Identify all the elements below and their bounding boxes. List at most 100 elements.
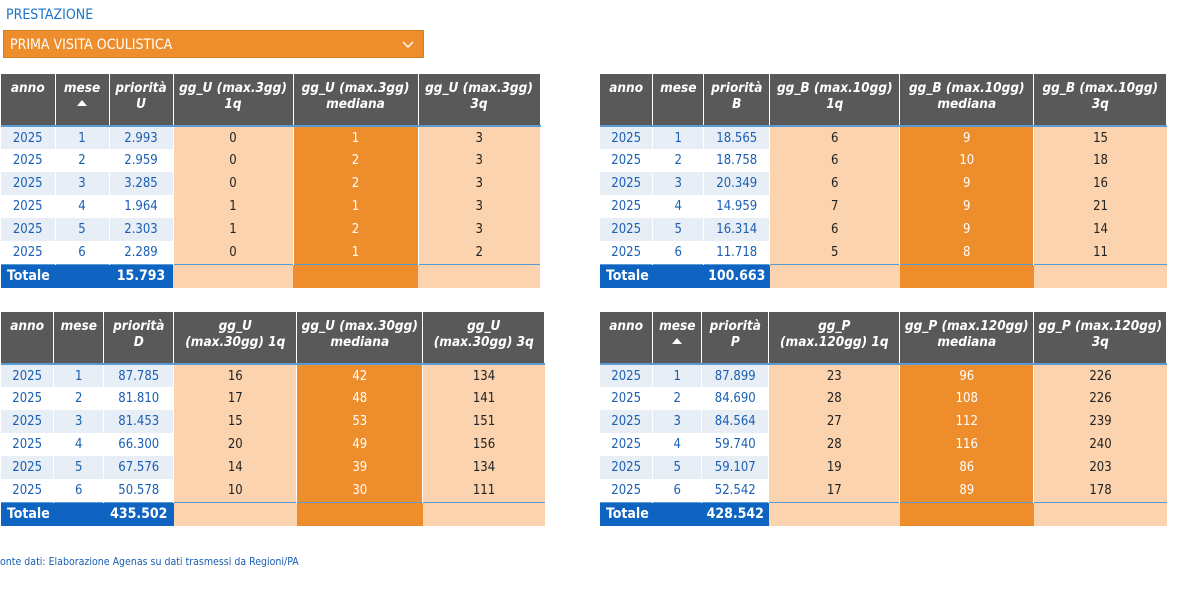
table-row: 2025 3 81.453 15 53 151 <box>1 410 545 433</box>
cell-anno: 2025 <box>1 172 56 195</box>
cell-mese: 5 <box>652 456 703 479</box>
cell-anno: 2025 <box>600 387 654 410</box>
total-1q <box>173 263 293 288</box>
cell-3q: 239 <box>1033 410 1167 433</box>
col-header-1q[interactable]: gg_U (max.3gg) 1q <box>173 74 294 126</box>
cell-anno: 2025 <box>600 149 654 172</box>
cell-3q: 3 <box>418 218 540 241</box>
cell-mediana: 10 <box>899 149 1035 172</box>
cell-anno: 2025 <box>1 218 56 241</box>
cell-1q: 6 <box>769 149 901 172</box>
total-row: Totale 435.502 <box>1 501 545 526</box>
total-value: 100.663 <box>703 263 770 288</box>
table-row: 2025 3 84.564 27 112 239 <box>600 410 1167 433</box>
col-header-3q[interactable]: gg_B (max.10gg) 3q <box>1033 74 1168 126</box>
total-label: Totale <box>600 263 653 288</box>
cell-mese: 2 <box>55 149 110 172</box>
cell-anno: 2025 <box>600 241 654 264</box>
cell-1q: 0 <box>173 149 294 172</box>
col-header-3q[interactable]: gg_U (max.30gg) 3q <box>422 312 546 364</box>
total-spacer <box>53 501 104 526</box>
cell-3q: 3 <box>418 126 540 149</box>
col-header-1q[interactable]: gg_B (max.10gg) 1q <box>769 74 901 126</box>
cell-mediana: 116 <box>899 433 1035 456</box>
cell-mese: 3 <box>55 172 110 195</box>
table-row: 2025 2 18.758 6 10 18 <box>600 149 1167 172</box>
cell-priorita: 3.285 <box>109 172 174 195</box>
table-priorita-u: anno mese priorità U gg_U (max.3gg) 1q g… <box>1 74 541 288</box>
cell-mese: 1 <box>652 364 703 387</box>
cell-anno: 2025 <box>1 479 55 502</box>
cell-anno: 2025 <box>600 456 654 479</box>
col-header-mediana[interactable]: gg_U (max.30gg) mediana <box>296 312 424 364</box>
col-header-priorita[interactable]: priorità U <box>109 74 174 126</box>
col-header-mediana[interactable]: gg_U (max.3gg) mediana <box>293 74 419 126</box>
cell-mese: 4 <box>55 195 110 218</box>
cell-3q: 134 <box>422 364 545 387</box>
cell-priorita: 18.758 <box>703 149 771 172</box>
table-row: 2025 4 66.300 20 49 156 <box>1 433 545 456</box>
col-header-priorita[interactable]: priorità B <box>703 74 771 126</box>
col-header-anno[interactable]: anno <box>1 74 56 126</box>
cell-mese: 6 <box>55 241 110 264</box>
col-header-anno[interactable]: anno <box>1 312 55 364</box>
total-3q <box>1033 501 1167 526</box>
cell-3q: 3 <box>418 195 540 218</box>
col-header-mediana[interactable]: gg_P (max.120gg) mediana <box>899 312 1035 364</box>
cell-mese: 3 <box>652 172 705 195</box>
cell-1q: 23 <box>768 364 901 387</box>
col-header-priorita[interactable]: priorità P <box>701 312 770 364</box>
total-3q <box>422 501 545 526</box>
cell-mese: 4 <box>652 195 705 218</box>
col-header-priorita[interactable]: priorità D <box>103 312 175 364</box>
cell-mese: 4 <box>652 433 703 456</box>
cell-mediana: 89 <box>899 479 1035 502</box>
col-header-anno[interactable]: anno <box>600 312 654 364</box>
col-header-3q[interactable]: gg_P (max.120gg) 3q <box>1033 312 1168 364</box>
cell-mese: 5 <box>53 456 105 479</box>
cell-1q: 0 <box>173 126 294 149</box>
cell-anno: 2025 <box>1 364 55 387</box>
cell-mese: 1 <box>53 364 105 387</box>
col-header-1q[interactable]: gg_P (max.120gg) 1q <box>768 312 901 364</box>
cell-mese: 5 <box>55 218 110 241</box>
cell-anno: 2025 <box>1 126 56 149</box>
col-header-3q[interactable]: gg_U (max.3gg) 3q <box>418 74 541 126</box>
cell-mediana: 39 <box>296 456 424 479</box>
cell-anno: 2025 <box>600 218 654 241</box>
cell-3q: 2 <box>418 241 540 264</box>
cell-1q: 0 <box>173 241 294 264</box>
cell-priorita: 2.303 <box>109 218 174 241</box>
cell-mediana: 112 <box>899 410 1035 433</box>
col-header-mese[interactable]: mese <box>53 312 105 364</box>
cell-1q: 17 <box>768 479 901 502</box>
col-header-anno[interactable]: anno <box>600 74 654 126</box>
cell-1q: 14 <box>173 456 298 479</box>
cell-1q: 5 <box>769 241 901 264</box>
cell-mese: 2 <box>652 387 703 410</box>
cell-mediana: 42 <box>296 364 424 387</box>
cell-1q: 6 <box>769 172 901 195</box>
prestazione-dropdown[interactable]: PRIMA VISITA OCULISTICA <box>3 30 424 58</box>
col-header-mese[interactable]: mese <box>55 74 110 126</box>
cell-anno: 2025 <box>1 433 55 456</box>
cell-mese: 4 <box>53 433 105 456</box>
cell-anno: 2025 <box>600 410 654 433</box>
cell-priorita: 16.314 <box>703 218 771 241</box>
cell-1q: 6 <box>769 218 901 241</box>
cell-anno: 2025 <box>1 456 55 479</box>
total-value: 435.502 <box>103 501 174 526</box>
col-header-mese[interactable]: mese <box>652 74 705 126</box>
cell-anno: 2025 <box>600 479 654 502</box>
table-row: 2025 6 52.542 17 89 178 <box>600 479 1167 502</box>
total-value: 428.542 <box>701 501 769 526</box>
cell-mediana: 53 <box>296 410 424 433</box>
total-1q <box>769 263 900 288</box>
table-row: 2025 5 59.107 19 86 203 <box>600 456 1167 479</box>
col-header-mediana[interactable]: gg_B (max.10gg) mediana <box>899 74 1035 126</box>
cell-mediana: 2 <box>293 172 419 195</box>
col-header-1q[interactable]: gg_U (max.30gg) 1q <box>173 312 298 364</box>
col-header-mese[interactable]: mese <box>652 312 703 364</box>
table-row: 2025 4 59.740 28 116 240 <box>600 433 1167 456</box>
cell-anno: 2025 <box>1 149 56 172</box>
